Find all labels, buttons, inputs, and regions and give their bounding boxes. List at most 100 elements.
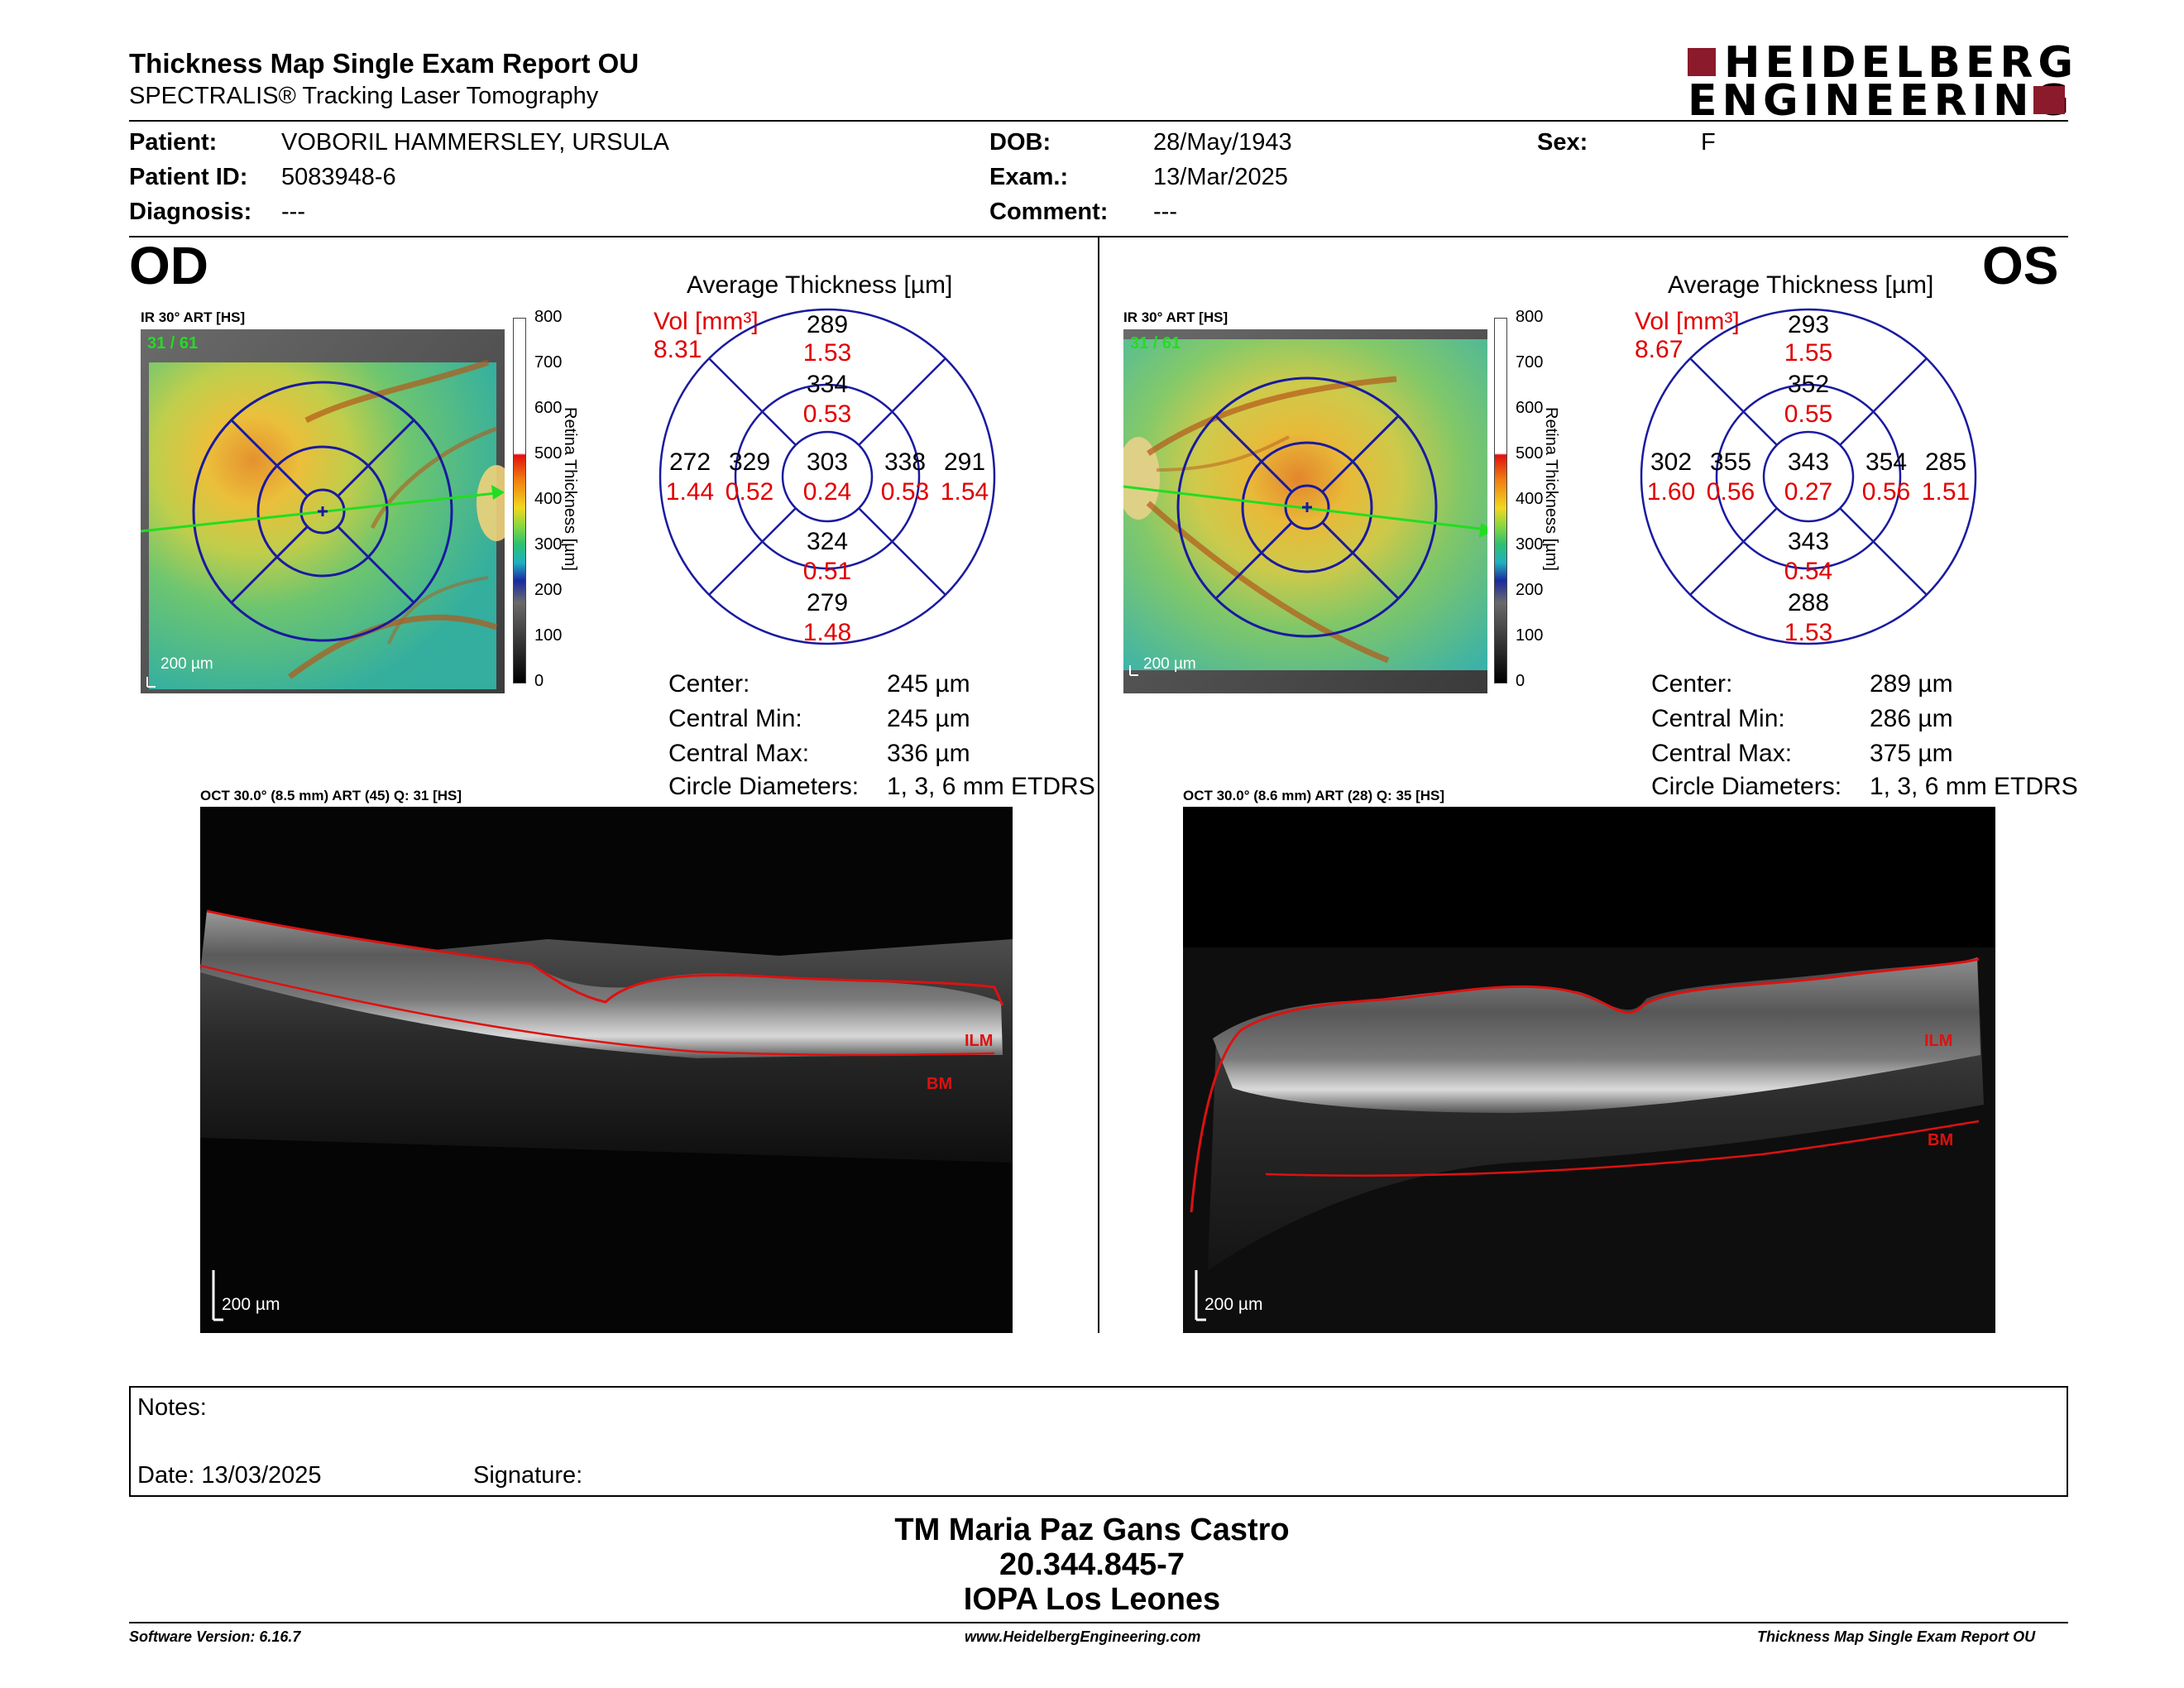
footer-report-name: Thickness Map Single Exam Report OU [1757,1628,2036,1645]
diagnosis-value: --- [281,199,305,225]
patient-id: 5083948-6 [281,164,396,190]
exam-label: Exam.: [989,164,1069,190]
od-stat-min-value: 245 µm [887,705,970,732]
footer-url[interactable]: www.HeidelbergEngineering.com [965,1628,1201,1645]
report-subtitle: SPECTRALIS® Tracking Laser Tomography [129,83,599,109]
os-center-volume: 0.27 [1784,478,1833,506]
os-stat-min-label: Central Min: [1651,705,1785,732]
od-etdrs-grid [659,308,996,645]
od-fundus-scale: 200 µm [160,655,213,673]
od-inner-inf-thickness: 324 [806,528,849,555]
os-tick-700: 700 [1516,353,1544,372]
od-fundus-label: IR 30° ART [HS] [141,309,246,325]
notes-label: Notes: [137,1394,207,1421]
od-vol-label: Vol [mm³] [654,308,759,335]
comment-label: Comment: [989,199,1109,225]
od-outer-inf-thickness: 279 [806,589,849,616]
footer-version: Software Version: 6.16.7 [129,1628,301,1645]
od-center-thickness: 303 [806,448,849,476]
od-oct-label: OCT 30.0° (8.5 mm) ART (45) Q: 31 [HS] [200,788,462,803]
os-stat-circle-label: Circle Diameters: [1651,773,1842,800]
od-stat-min-label: Central Min: [668,705,802,732]
od-inner-right-volume: 0.53 [880,478,930,506]
heidelberg-logo: HEIDELBERG ENGINEERING [1688,41,2073,122]
os-colorbar-ticks: 800 700 600 500 400 300 200 100 0 [1516,308,1549,697]
od-outer-sup-thickness: 289 [806,311,849,338]
od-outer-right-volume: 1.54 [940,478,989,506]
os-outer-left-thickness: 302 [1650,448,1693,476]
os-inner-right-thickness: 354 [1865,448,1908,476]
od-stat-center-label: Center: [668,670,750,698]
os-colorbar-title: Retina Thickness [µm] [1542,407,1560,571]
signer-org: IOPA Los Leones [963,1582,1221,1617]
od-outer-inf-volume: 1.48 [802,619,852,646]
os-tick-400: 400 [1516,490,1544,508]
notes-box[interactable]: Notes: Date: 13/03/2025 Signature: [129,1386,2068,1497]
os-outer-right-thickness: 285 [1924,448,1967,476]
os-tick-800: 800 [1516,308,1544,326]
od-oct-bscan: ILM BM 200 µm [200,807,1013,1333]
os-oct-scale: 200 µm [1205,1295,1263,1314]
header-rule [129,120,2068,122]
od-tick-600: 600 [534,399,563,417]
exam-value: 13/Mar/2025 [1153,164,1288,190]
report-title: Thickness Map Single Exam Report OU [129,48,639,79]
os-outer-right-volume: 1.51 [1921,478,1971,506]
patient-rule [129,236,2068,237]
od-inner-inf-volume: 0.51 [802,558,852,585]
od-eye-label: OD [129,236,208,295]
od-oct-scale: 200 µm [222,1295,280,1314]
os-tick-100: 100 [1516,626,1544,645]
os-stat-center-value: 289 µm [1870,670,1953,698]
od-tick-200: 200 [534,581,563,599]
os-inner-left-thickness: 355 [1709,448,1752,476]
od-center-volume: 0.24 [802,478,852,506]
od-colorbar [513,318,526,683]
os-inner-inf-thickness: 343 [1787,528,1830,555]
os-vol-total: 8.67 [1635,336,1684,363]
os-fundus-label: IR 30° ART [HS] [1123,309,1228,325]
od-inner-left-volume: 0.52 [725,478,774,506]
patient-id-label: Patient ID: [129,164,248,190]
od-tick-300: 300 [534,535,563,554]
os-avg-title: Average Thickness [µm] [1668,271,1934,299]
od-inner-sup-volume: 0.53 [802,400,852,428]
od-avg-title: Average Thickness [µm] [687,271,953,299]
os-outer-left-volume: 1.60 [1646,478,1696,506]
comment-value: --- [1153,199,1177,225]
os-oct-bscan: ILM BM 200 µm [1183,807,1995,1333]
od-vol-total: 8.31 [654,336,702,363]
os-center-thickness: 343 [1787,448,1830,476]
os-oct-svg [1183,807,1995,1333]
os-colorbar [1494,318,1507,683]
sex-value: F [1701,129,1716,156]
od-stat-center-value: 245 µm [887,670,970,698]
os-tick-500: 500 [1516,444,1544,463]
od-tick-100: 100 [534,626,563,645]
od-tick-800: 800 [534,308,563,326]
os-tick-300: 300 [1516,535,1544,554]
dob-label: DOB: [989,129,1051,156]
od-tick-0: 0 [534,672,544,690]
sex-label: Sex: [1537,129,1588,156]
signer-id: 20.344.845-7 [999,1547,1185,1582]
logo-text-line1: HEIDELBERG [1724,38,2079,88]
os-tick-200: 200 [1516,581,1544,599]
od-tick-700: 700 [534,353,563,372]
footer-rule [129,1622,2068,1623]
dob-value: 28/May/1943 [1153,129,1292,156]
od-frame-counter: 31 / 61 [147,334,199,352]
os-inner-inf-volume: 0.54 [1784,558,1833,585]
diagnosis-label: Diagnosis: [129,199,252,225]
od-tick-500: 500 [534,444,563,463]
os-oct-label: OCT 30.0° (8.6 mm) ART (28) Q: 35 [HS] [1183,788,1445,803]
logo-square-bottom [2033,86,2065,114]
os-stat-max-value: 375 µm [1870,740,1953,767]
notes-date: Date: 13/03/2025 [137,1462,322,1489]
patient-name: VOBORIL HAMMERSLEY, URSULA [281,129,669,156]
os-fundus-svg [1123,329,1487,693]
patient-label: Patient: [129,129,218,156]
od-stat-circle-label: Circle Diameters: [668,773,860,800]
os-fundus-image: 31 / 61 200 µm [1123,329,1487,693]
od-outer-sup-volume: 1.53 [802,339,852,367]
